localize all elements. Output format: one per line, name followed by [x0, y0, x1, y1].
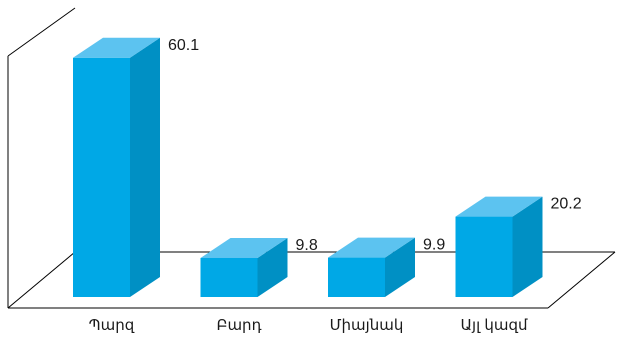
bar-3-side-face: [385, 237, 415, 297]
frame-floor-right-diagonal: [547, 251, 616, 309]
frame-floor-left-diagonal: [7, 251, 76, 309]
data-label-3: 9.9: [423, 237, 445, 254]
bar-2-side-face: [257, 237, 288, 297]
bar-4-side-face: [512, 196, 543, 297]
bar-2: [200, 237, 288, 297]
data-label-1: 60.1: [168, 37, 199, 54]
data-label-4: 20.2: [551, 196, 582, 213]
bar-1: [73, 37, 160, 297]
category-label-3: Միայնակ: [330, 317, 404, 334]
labels-group: 60.1 Պարզ 9.8 Բարդ 9.9 Միայնակ 20.2 Այլ կազմ: [89, 37, 582, 334]
bar-3-top-face: [328, 237, 415, 258]
data-label-2: 9.8: [296, 237, 318, 254]
category-label-4: Այլ կազմ: [461, 317, 528, 334]
category-label-2: Բարդ: [216, 317, 261, 334]
bar-2-top-face: [200, 237, 288, 258]
bar-1-side-face: [130, 37, 160, 297]
bar-2-front-face: [200, 257, 258, 297]
bar-3-front-face: [328, 257, 385, 297]
bar-4-top-face: [455, 196, 543, 217]
bar-4-front-face: [455, 216, 513, 297]
frame-back-wall-top-diagonal: [7, 7, 76, 57]
bar-1-front-face: [73, 57, 130, 297]
bar-1-top-face: [73, 37, 160, 58]
bar-3: [328, 237, 415, 297]
bars-group: [73, 37, 543, 297]
category-label-1: Պարզ: [89, 317, 135, 334]
bar-4: [455, 196, 543, 297]
